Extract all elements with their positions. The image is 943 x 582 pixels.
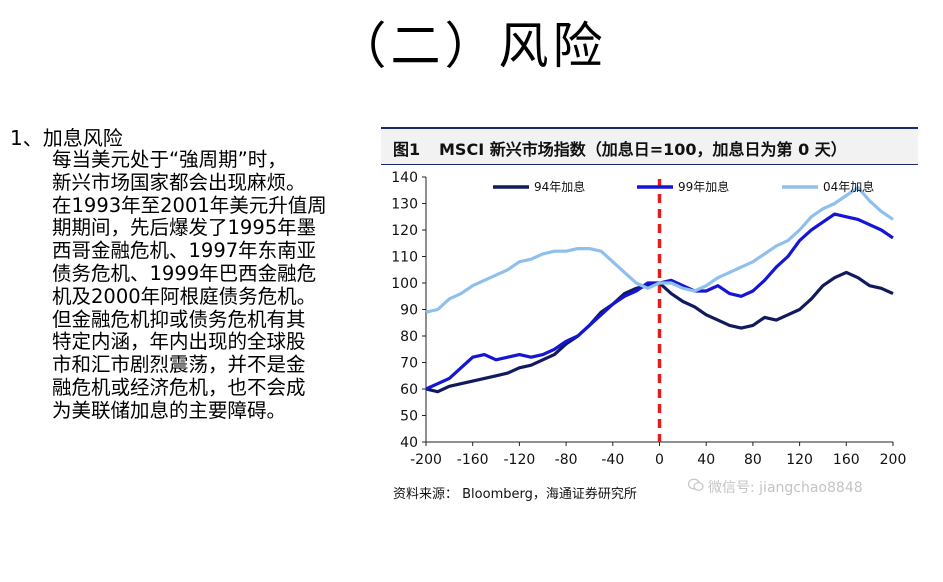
legend-label-2: 99年加息 xyxy=(678,179,729,194)
watermark-text: 微信号: jiangchao8848 xyxy=(708,480,863,496)
chart-title-bar: 图1 MSCI 新兴市场指数（加息日=100，加息日为第 0 天） xyxy=(381,127,918,165)
slide-title: （二）风险 xyxy=(336,17,607,75)
x-tick-label: 40 xyxy=(697,452,715,468)
y-tick-label: 110 xyxy=(391,250,418,266)
y-tick-label: 50 xyxy=(400,409,418,425)
line-chart: 40 50 60 70 80 90 100 110 120 130 140 -200 -160 -120 -… xyxy=(391,170,907,468)
y-tick-label: 90 xyxy=(400,303,418,319)
y-tick-label: 60 xyxy=(400,382,418,398)
y-tick-label: 80 xyxy=(400,329,418,345)
x-tick-label: 200 xyxy=(880,452,907,468)
x-tick-label: 160 xyxy=(833,452,860,468)
x-tick-label: 80 xyxy=(744,452,762,468)
chart-figure-number: 图1 xyxy=(393,140,421,159)
y-tick-label: 100 xyxy=(391,276,418,292)
x-tick-label: 120 xyxy=(786,452,813,468)
x-tick-label: -40 xyxy=(601,452,624,468)
x-tick-label: -200 xyxy=(410,452,442,468)
y-tick-label: 140 xyxy=(391,170,418,186)
chart-source: 资料来源： Bloomberg，海通证券研究所 xyxy=(393,487,637,502)
x-tick-label: -80 xyxy=(555,452,578,468)
x-tick-label: -120 xyxy=(504,452,536,468)
y-tick-label: 120 xyxy=(391,223,418,239)
y-tick-label: 130 xyxy=(391,197,418,213)
chart-panel: 图1 MSCI 新兴市场指数（加息日=100，加息日为第 0 天） 40 50 60… xyxy=(381,127,918,512)
x-tick-label: 0 xyxy=(655,452,664,468)
series-line-3 xyxy=(425,186,894,314)
section-heading: 1、加息风险 xyxy=(10,126,123,150)
y-tick-label: 40 xyxy=(400,435,418,451)
x-tick-label: -160 xyxy=(457,452,489,468)
y-tick-label: 70 xyxy=(400,356,418,372)
legend-label-1: 94年加息 xyxy=(534,179,585,194)
chart-title: MSCI 新兴市场指数（加息日=100，加息日为第 0 天） xyxy=(439,140,847,159)
watermark: 微信号: jiangchao8848 xyxy=(687,477,863,497)
legend-label-3: 04年加息 xyxy=(823,179,874,194)
wechat-icon xyxy=(687,478,704,496)
body-paragraph: 每当美元处于“強周期”时， 新兴市场国家都会出现麻烦。 在1993年至2001年… xyxy=(52,148,327,422)
